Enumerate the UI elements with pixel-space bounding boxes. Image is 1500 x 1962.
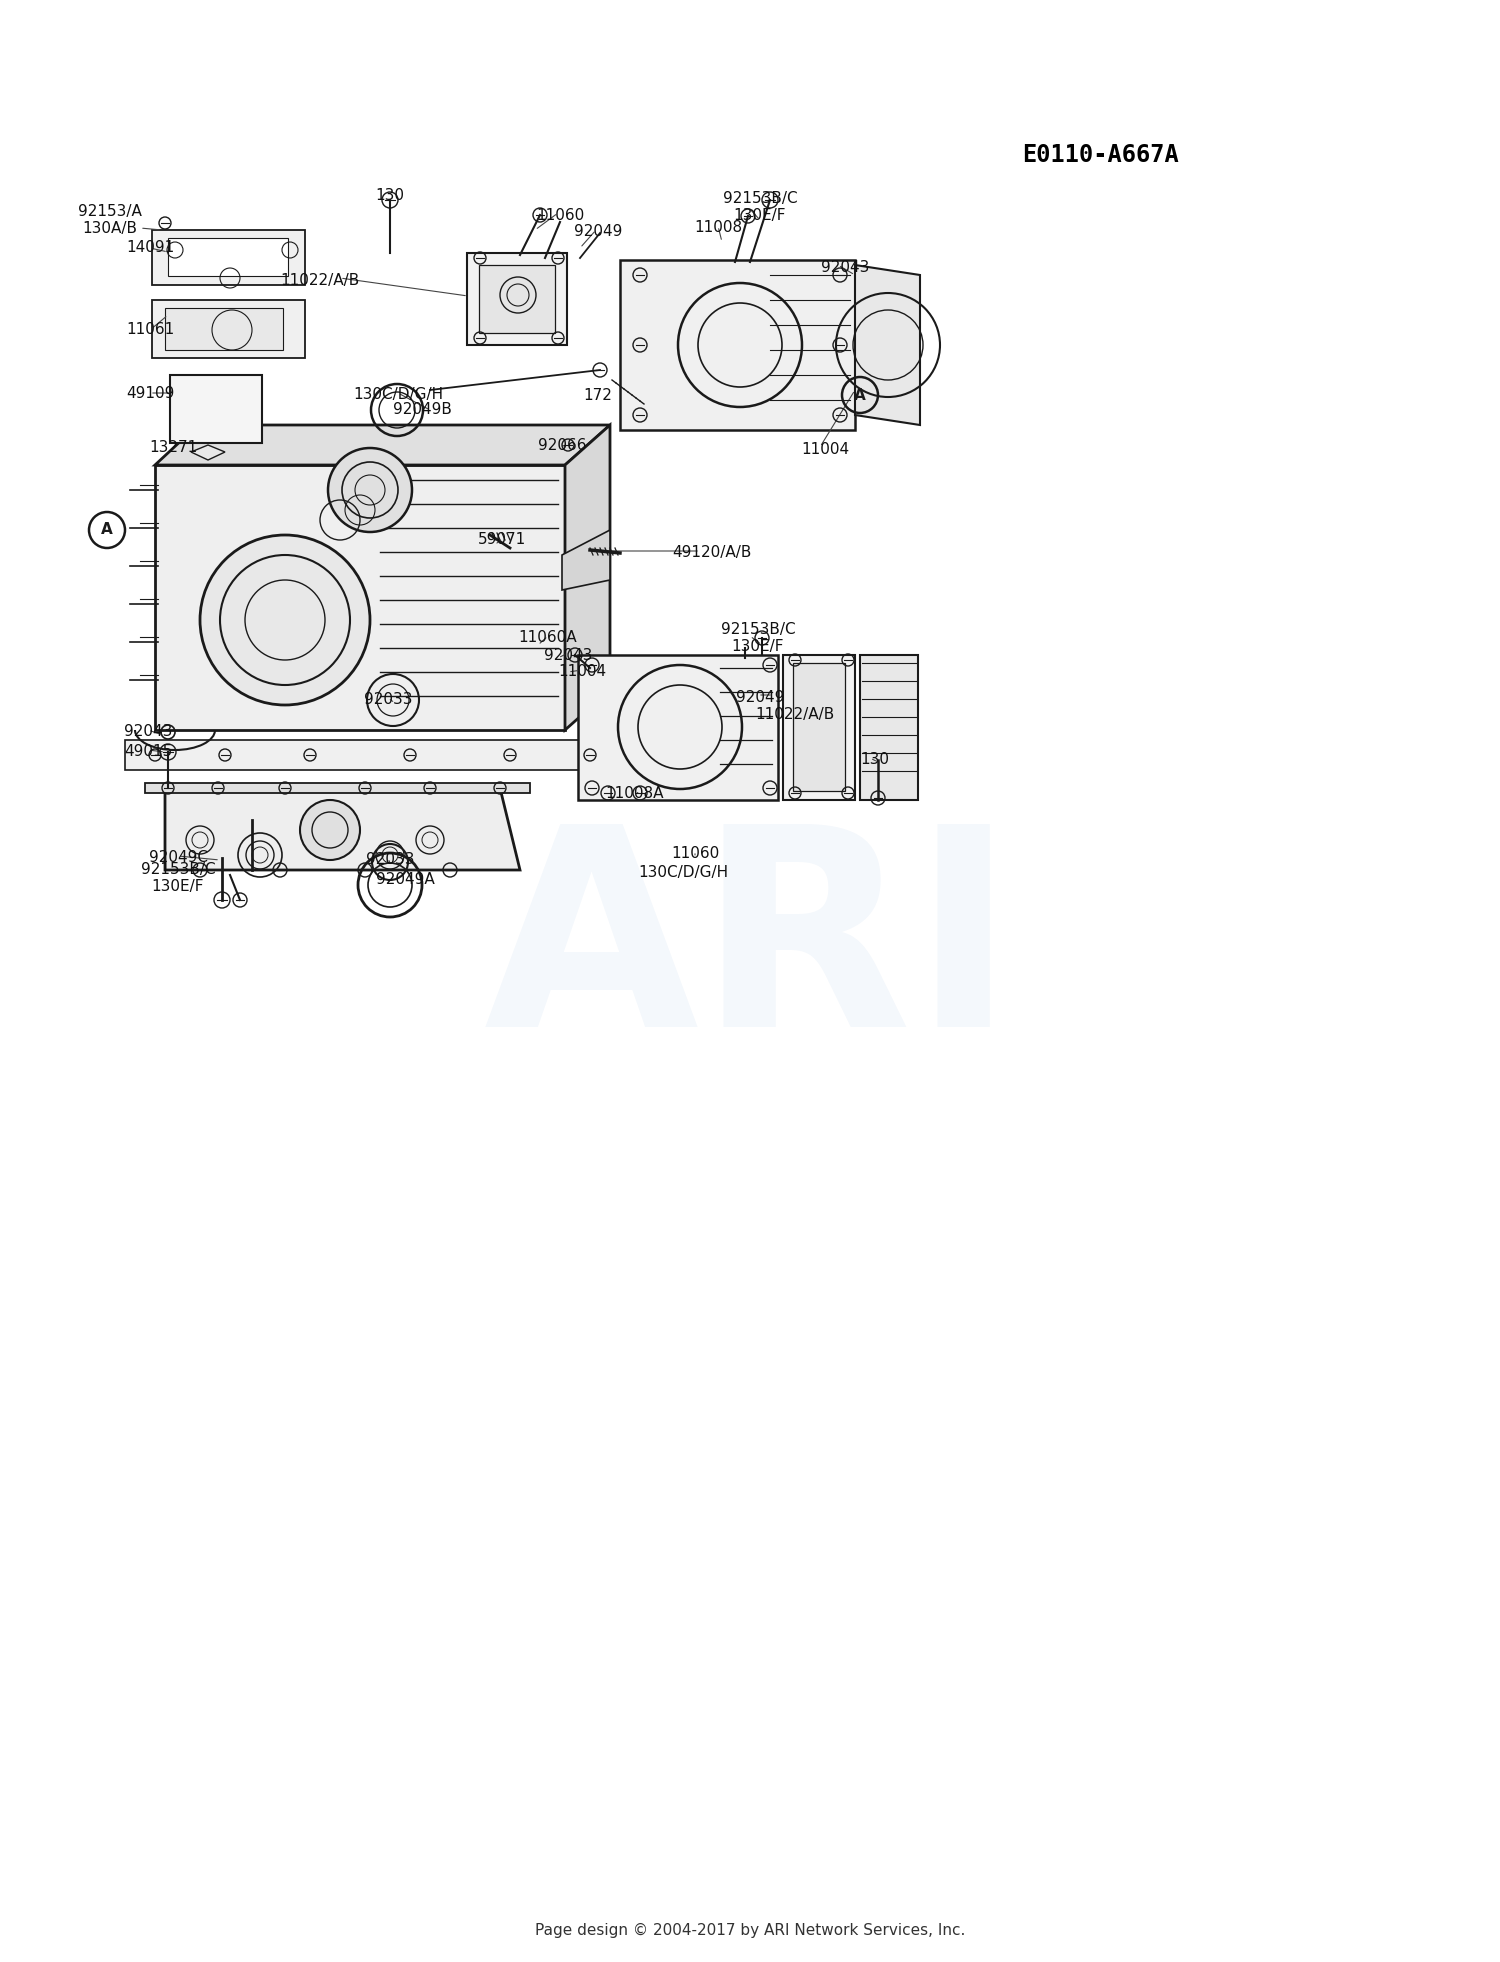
Polygon shape: [165, 789, 520, 869]
Text: 92049: 92049: [574, 224, 622, 239]
Text: 11008A: 11008A: [606, 785, 664, 800]
Text: 92066: 92066: [537, 438, 586, 453]
Bar: [170, 375, 262, 443]
Circle shape: [200, 536, 370, 704]
Text: 11061: 11061: [126, 322, 174, 337]
Text: 130: 130: [861, 753, 889, 767]
Polygon shape: [566, 426, 610, 730]
Polygon shape: [466, 253, 567, 345]
Polygon shape: [154, 426, 610, 465]
Text: 92153/A
130A/B: 92153/A 130A/B: [78, 204, 142, 235]
Text: 92043: 92043: [124, 724, 172, 740]
Text: 92043: 92043: [821, 261, 868, 275]
Polygon shape: [154, 465, 566, 730]
Text: 92153B/C
130E/F: 92153B/C 130E/F: [720, 622, 795, 653]
Circle shape: [300, 800, 360, 859]
Polygon shape: [146, 783, 530, 793]
Text: 92049: 92049: [736, 689, 784, 704]
Polygon shape: [152, 230, 304, 284]
Circle shape: [328, 447, 412, 532]
Circle shape: [182, 387, 188, 392]
Text: 92043: 92043: [544, 647, 592, 663]
Text: ARI: ARI: [484, 814, 1016, 1085]
Circle shape: [238, 408, 244, 416]
Text: 14091: 14091: [126, 241, 174, 255]
Circle shape: [238, 387, 244, 392]
Polygon shape: [783, 655, 855, 800]
Text: 11008: 11008: [694, 220, 742, 235]
Text: E0110-A667A: E0110-A667A: [1022, 143, 1179, 167]
Bar: [794, 663, 844, 791]
Text: 92033: 92033: [366, 853, 414, 867]
Bar: [478, 265, 555, 334]
Text: 11004: 11004: [558, 665, 606, 679]
Circle shape: [238, 432, 244, 438]
Polygon shape: [620, 261, 855, 430]
Text: 92049C: 92049C: [148, 850, 207, 865]
Bar: [165, 308, 284, 349]
Text: 11022/A/B: 11022/A/B: [280, 273, 360, 288]
Circle shape: [210, 432, 216, 438]
Text: 49015: 49015: [124, 744, 172, 759]
Text: A: A: [100, 522, 112, 538]
Text: A: A: [853, 388, 865, 402]
Text: 11004: 11004: [801, 441, 849, 457]
Text: 11060A: 11060A: [519, 630, 578, 645]
Text: 59071: 59071: [478, 532, 526, 547]
Circle shape: [210, 387, 216, 392]
Bar: [168, 237, 288, 277]
Circle shape: [182, 432, 188, 438]
Text: 130C/D/G/H: 130C/D/G/H: [638, 865, 728, 881]
Text: 92049A: 92049A: [375, 873, 435, 887]
Text: 11060: 11060: [670, 846, 718, 861]
Text: 130: 130: [375, 188, 405, 202]
Text: 92153B/C
130E/F: 92153B/C 130E/F: [723, 190, 798, 224]
Polygon shape: [124, 740, 670, 769]
Polygon shape: [562, 530, 610, 591]
Polygon shape: [578, 655, 778, 800]
Text: 11060: 11060: [536, 208, 584, 222]
Circle shape: [210, 408, 216, 416]
Polygon shape: [152, 300, 304, 357]
Text: 130C/D/G/H: 130C/D/G/H: [352, 387, 442, 402]
Text: 92049B: 92049B: [393, 402, 452, 418]
Circle shape: [182, 408, 188, 416]
Text: 13271: 13271: [148, 439, 196, 455]
Polygon shape: [190, 445, 225, 459]
Polygon shape: [855, 265, 920, 426]
Text: 49120/A/B: 49120/A/B: [672, 545, 752, 561]
Text: 92153B/C
130E/F: 92153B/C 130E/F: [141, 861, 216, 895]
Text: Page design © 2004-2017 by ARI Network Services, Inc.: Page design © 2004-2017 by ARI Network S…: [536, 1923, 964, 1938]
Text: 11022/A/B: 11022/A/B: [756, 708, 834, 722]
Text: 92033: 92033: [363, 693, 413, 708]
Text: 172: 172: [584, 388, 612, 404]
Text: 49109: 49109: [126, 385, 174, 400]
Polygon shape: [859, 655, 918, 800]
